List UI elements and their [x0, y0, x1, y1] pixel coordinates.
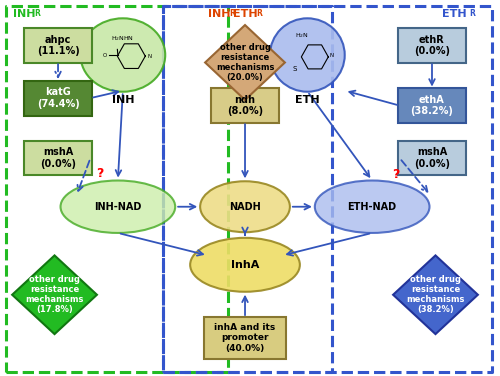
- FancyBboxPatch shape: [24, 28, 92, 63]
- Ellipse shape: [80, 18, 165, 92]
- Text: katG
(74.4%): katG (74.4%): [36, 87, 80, 109]
- Text: InhA: InhA: [231, 260, 259, 270]
- Text: ?: ?: [96, 167, 103, 179]
- Text: ?: ?: [392, 168, 400, 180]
- Ellipse shape: [270, 18, 344, 92]
- Text: INH: INH: [208, 9, 230, 19]
- Text: R: R: [470, 9, 476, 18]
- Text: S: S: [292, 66, 297, 72]
- FancyBboxPatch shape: [24, 141, 92, 176]
- Text: ETH: ETH: [442, 9, 467, 19]
- Text: ETH-NAD: ETH-NAD: [348, 202, 397, 212]
- Text: NADH: NADH: [229, 202, 261, 212]
- Text: ethA
(38.2%): ethA (38.2%): [410, 95, 454, 117]
- Ellipse shape: [315, 180, 430, 233]
- Ellipse shape: [190, 238, 300, 292]
- Text: other drug
resistance
mechanisms
(20.0%): other drug resistance mechanisms (20.0%): [216, 43, 274, 82]
- Text: inhA and its
promoter
(40.0%): inhA and its promoter (40.0%): [214, 323, 276, 353]
- FancyBboxPatch shape: [24, 81, 92, 115]
- Polygon shape: [205, 25, 285, 100]
- Text: R: R: [256, 9, 262, 18]
- FancyBboxPatch shape: [398, 88, 466, 123]
- Text: ETH: ETH: [232, 9, 257, 19]
- Polygon shape: [12, 255, 97, 334]
- Text: ahpc
(11.1%): ahpc (11.1%): [36, 35, 80, 56]
- FancyBboxPatch shape: [398, 28, 466, 63]
- FancyBboxPatch shape: [210, 88, 280, 123]
- Text: R: R: [229, 9, 235, 18]
- Ellipse shape: [200, 181, 290, 232]
- Text: other drug
resistance
mechanisms
(17.8%): other drug resistance mechanisms (17.8%): [26, 275, 84, 314]
- Text: other drug
resistance
mechanisms
(38.2%): other drug resistance mechanisms (38.2%): [406, 275, 465, 314]
- Text: ethR
(0.0%): ethR (0.0%): [414, 35, 450, 56]
- Text: O: O: [102, 53, 107, 58]
- Text: mshA
(0.0%): mshA (0.0%): [40, 147, 76, 169]
- Text: ndh
(8.0%): ndh (8.0%): [227, 95, 263, 117]
- Text: N: N: [330, 53, 334, 58]
- Text: ETH: ETH: [295, 95, 320, 105]
- Text: $\rm H_2NHN$: $\rm H_2NHN$: [112, 34, 134, 42]
- Text: mshA
(0.0%): mshA (0.0%): [414, 147, 450, 169]
- FancyBboxPatch shape: [398, 141, 466, 176]
- FancyBboxPatch shape: [204, 317, 286, 359]
- Text: INH: INH: [13, 9, 36, 19]
- Text: INH: INH: [112, 95, 134, 105]
- Text: INH-NAD: INH-NAD: [94, 202, 142, 212]
- Text: R: R: [34, 9, 40, 18]
- Ellipse shape: [60, 180, 175, 233]
- Polygon shape: [393, 255, 478, 334]
- Text: N: N: [148, 54, 152, 59]
- Text: $\rm H_2N$: $\rm H_2N$: [295, 31, 308, 40]
